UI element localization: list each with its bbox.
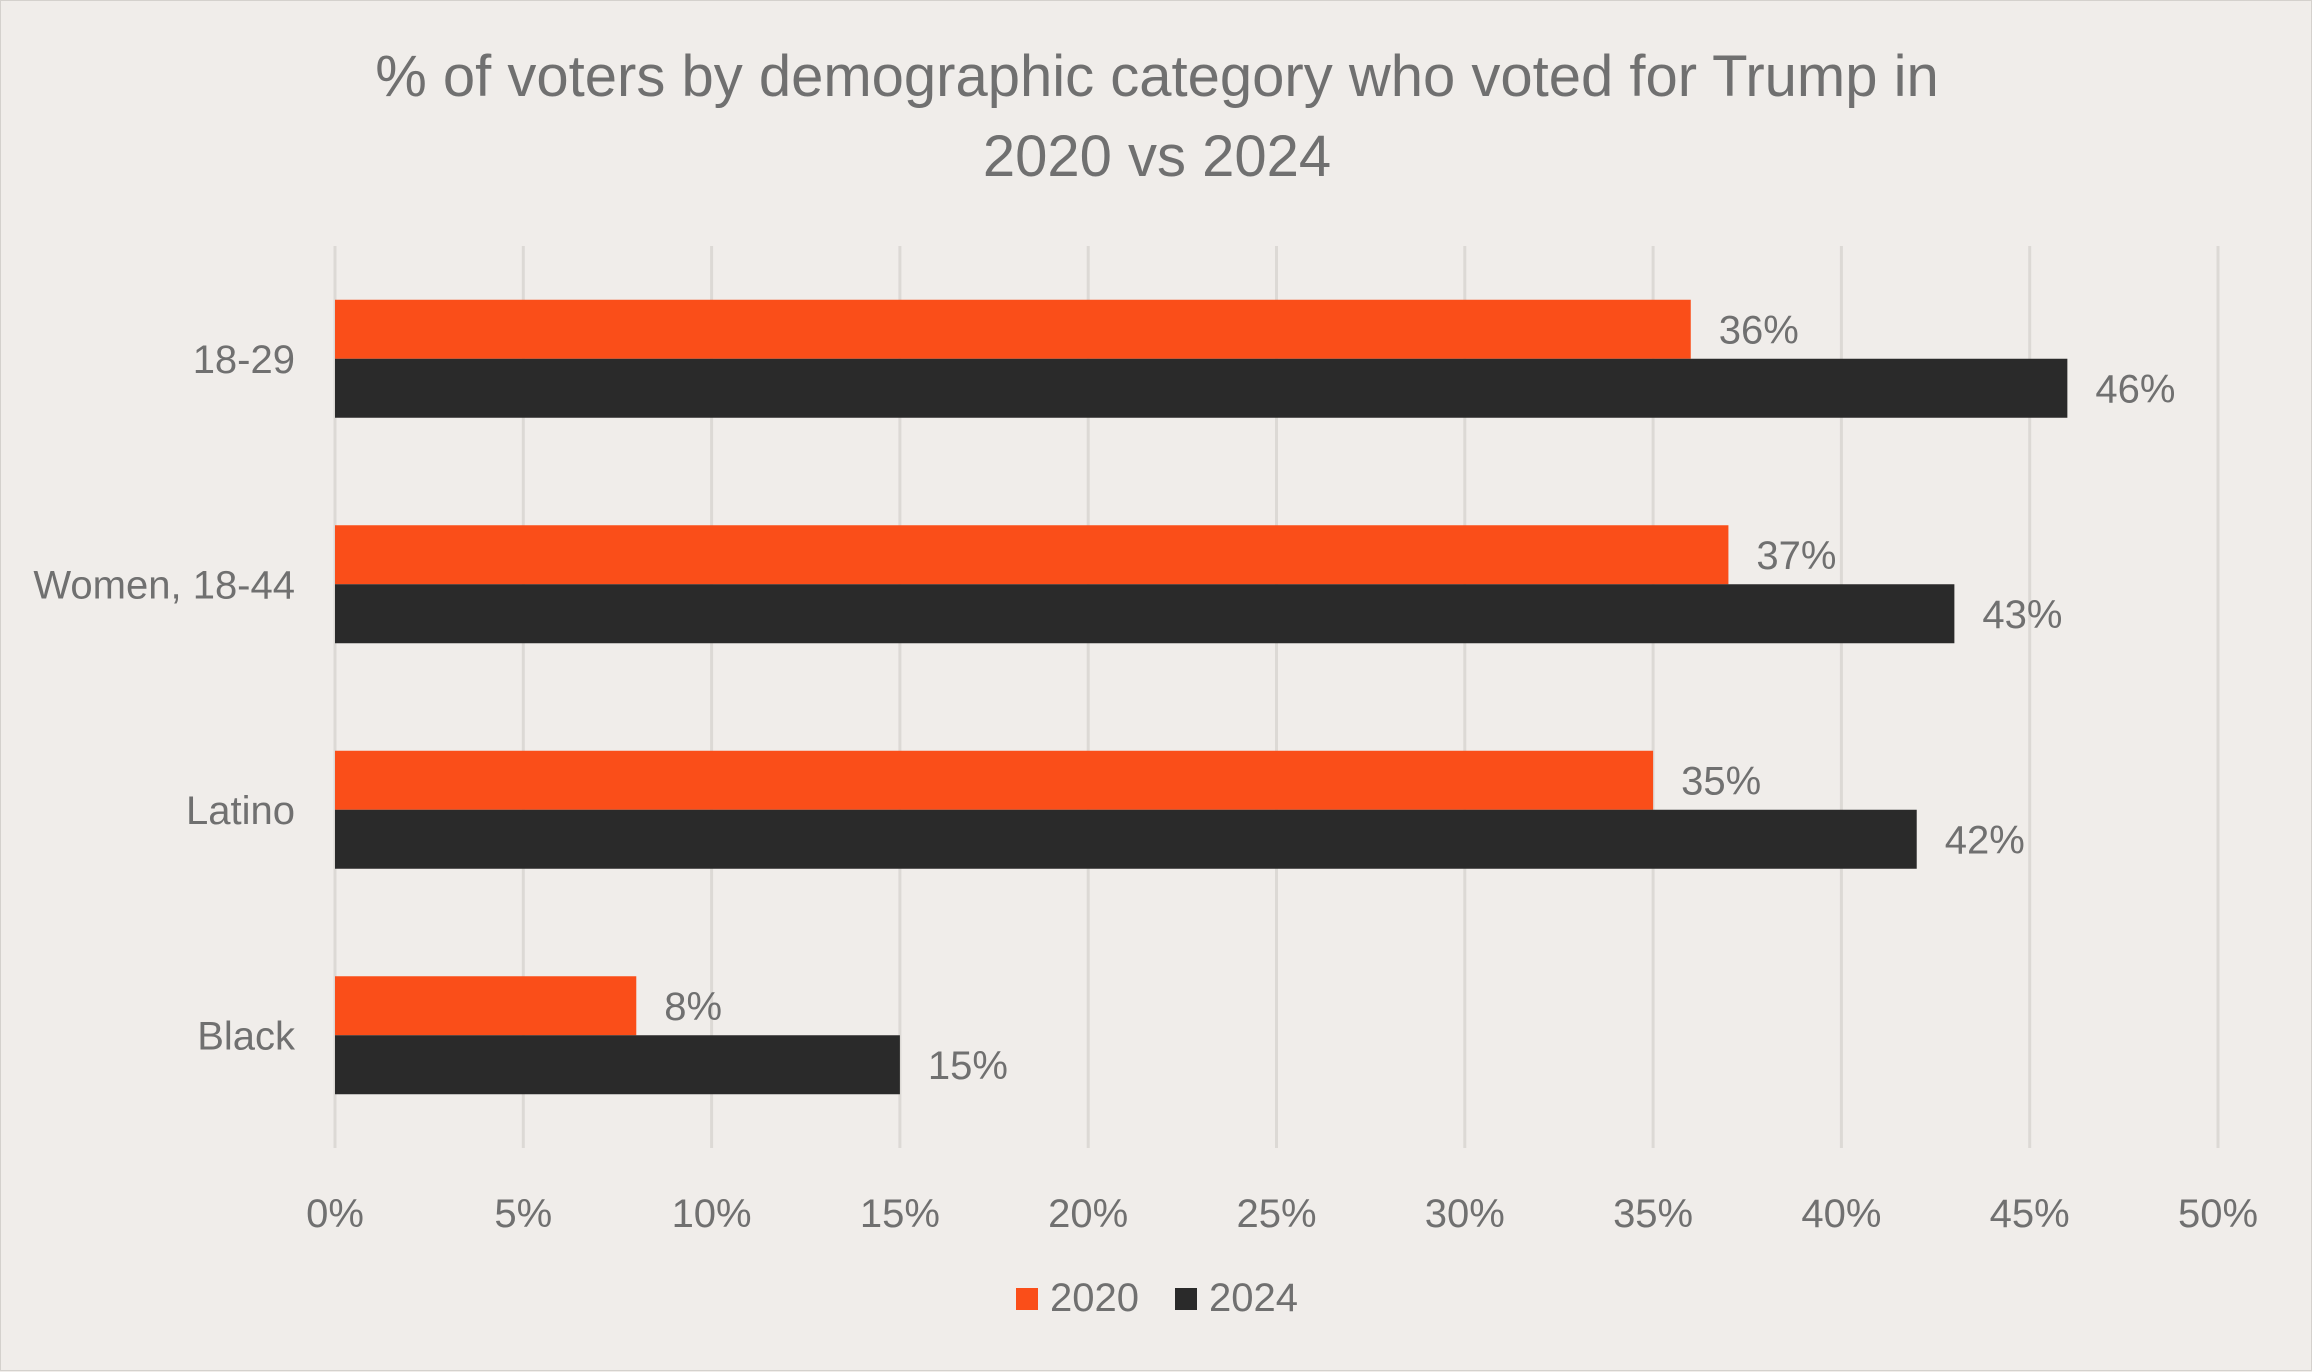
legend-item-2024: 2024 bbox=[1175, 1276, 1298, 1321]
bar-2020 bbox=[335, 750, 1654, 810]
legend-label-2020: 2020 bbox=[1050, 1276, 1139, 1320]
x-tick-label: 35% bbox=[1613, 1192, 1693, 1236]
bar-2024 bbox=[335, 1035, 900, 1095]
x-tick-label: 10% bbox=[672, 1192, 752, 1236]
x-tick-label: 0% bbox=[306, 1192, 364, 1236]
x-tick-label: 5% bbox=[494, 1192, 552, 1236]
legend-label-2024: 2024 bbox=[1209, 1276, 1298, 1320]
x-tick-label: 20% bbox=[1048, 1192, 1128, 1236]
bar-2020 bbox=[335, 299, 1691, 359]
bar-2024 bbox=[335, 809, 1917, 869]
bar-2020 bbox=[335, 976, 637, 1036]
legend-item-2020: 2020 bbox=[1016, 1276, 1139, 1321]
x-tick-label: 40% bbox=[1801, 1192, 1881, 1236]
legend-swatch-2024 bbox=[1175, 1287, 1197, 1310]
category-label: 18-29 bbox=[193, 338, 295, 382]
bar-2024 bbox=[335, 358, 2068, 418]
bar-2020 bbox=[335, 525, 1729, 585]
x-tick-label: 30% bbox=[1425, 1192, 1505, 1236]
chart-title: % of voters by demographic category who … bbox=[375, 44, 1939, 189]
data-label: 43% bbox=[1982, 593, 2062, 637]
x-tick-label: 45% bbox=[1990, 1192, 2070, 1236]
bar-2024 bbox=[335, 584, 1955, 644]
legend: 2020 2024 bbox=[1, 1276, 2312, 1321]
data-label: 36% bbox=[1719, 308, 1799, 352]
x-tick-label: 50% bbox=[2178, 1192, 2258, 1236]
category-label: Latino bbox=[186, 789, 295, 833]
data-label: 8% bbox=[664, 985, 722, 1029]
data-label: 35% bbox=[1681, 759, 1761, 803]
category-label: Black bbox=[197, 1014, 296, 1058]
category-label: Women, 18-44 bbox=[33, 563, 295, 607]
data-label: 15% bbox=[928, 1044, 1008, 1088]
legend-swatch-2020 bbox=[1016, 1287, 1039, 1310]
data-label: 37% bbox=[1756, 534, 1836, 578]
data-label: 42% bbox=[1945, 818, 2025, 862]
x-tick-label: 25% bbox=[1236, 1192, 1316, 1236]
x-tick-label: 15% bbox=[860, 1192, 940, 1236]
data-label: 46% bbox=[2095, 367, 2175, 411]
